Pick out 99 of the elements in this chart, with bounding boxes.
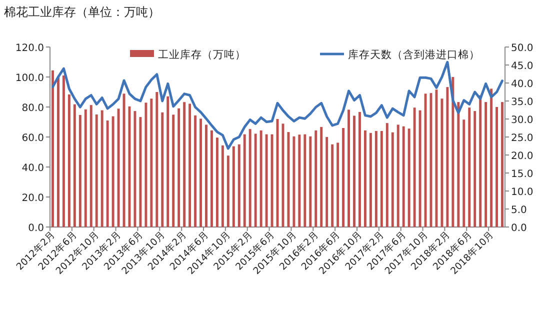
bar xyxy=(84,109,87,227)
y-tick-label: 0.0 xyxy=(28,223,44,234)
bar xyxy=(56,77,60,227)
bar xyxy=(73,104,76,227)
bar xyxy=(200,118,202,227)
y-tick-label: 60.0 xyxy=(22,133,44,144)
bar xyxy=(374,131,378,227)
bar xyxy=(304,134,306,227)
bar xyxy=(194,115,197,227)
bar xyxy=(226,156,230,227)
y2-tick-label: 10.0 xyxy=(511,187,534,198)
bar xyxy=(216,138,218,227)
bar xyxy=(501,102,504,227)
bar xyxy=(265,134,268,227)
bar xyxy=(298,134,301,227)
y2-tick-label: 15.0 xyxy=(511,169,534,180)
bar xyxy=(391,132,394,227)
bar xyxy=(117,108,120,227)
bar xyxy=(188,104,192,227)
y-tick-label: 80.0 xyxy=(22,103,44,114)
y2-tick-label: 35.0 xyxy=(511,97,534,108)
bar xyxy=(243,134,246,227)
y-tick-label: 100.0 xyxy=(15,73,44,84)
y2-tick-label: 45.0 xyxy=(511,61,534,72)
y2-tick-label: 20.0 xyxy=(511,151,534,162)
bar xyxy=(210,130,213,227)
y2-tick-label: 5.0 xyxy=(511,205,527,216)
bar xyxy=(342,128,345,227)
bar xyxy=(402,126,405,227)
bar xyxy=(320,126,323,227)
bar xyxy=(446,87,449,227)
y2-tick-label: 30.0 xyxy=(511,115,534,126)
bar xyxy=(331,144,334,227)
bar xyxy=(95,114,98,227)
legend-label: 库存天数（含到港进口棉） xyxy=(348,48,480,61)
bar xyxy=(396,124,400,227)
bar xyxy=(100,110,104,227)
bar xyxy=(353,116,356,227)
bar xyxy=(238,144,240,227)
bar xyxy=(68,94,70,227)
bar xyxy=(161,112,164,227)
bar xyxy=(248,129,252,227)
bar xyxy=(314,130,318,227)
bar xyxy=(178,108,180,227)
bar xyxy=(183,102,186,227)
bar xyxy=(139,117,142,227)
bar xyxy=(418,110,422,227)
bar xyxy=(408,128,410,227)
bar xyxy=(462,120,466,227)
bar xyxy=(260,130,262,227)
bar xyxy=(172,114,175,227)
y2-tick-label: 50.0 xyxy=(511,43,534,54)
bar xyxy=(413,108,416,227)
bar xyxy=(78,114,82,227)
y2-tick-label: 40.0 xyxy=(511,79,534,90)
bar xyxy=(270,134,274,227)
bar xyxy=(52,70,54,227)
bar xyxy=(205,124,208,227)
y2-tick-label: 25.0 xyxy=(511,133,534,144)
bar xyxy=(150,98,153,227)
bar xyxy=(468,108,471,227)
bar xyxy=(156,92,158,227)
bar xyxy=(336,142,340,227)
bar xyxy=(166,96,170,227)
bar xyxy=(292,136,296,227)
bar xyxy=(287,132,290,227)
bar xyxy=(484,102,488,227)
y-tick-label: 40.0 xyxy=(22,163,44,174)
bar xyxy=(457,102,460,227)
y-tick-label: 120.0 xyxy=(15,43,44,54)
bar xyxy=(309,136,312,227)
bar xyxy=(90,105,92,227)
bar xyxy=(380,131,383,227)
y-tick-label: 20.0 xyxy=(22,193,44,204)
bar xyxy=(479,95,482,227)
bar xyxy=(112,116,114,227)
y2-tick-label: 0.0 xyxy=(511,223,527,234)
bar xyxy=(435,90,438,227)
bar xyxy=(369,132,372,227)
chart-title: 棉花工业库存（单位：万吨） xyxy=(4,5,160,19)
bar xyxy=(134,111,136,227)
bar xyxy=(232,146,235,227)
bar xyxy=(452,77,454,227)
bar xyxy=(348,110,350,227)
bar xyxy=(221,145,224,227)
bar xyxy=(490,88,493,227)
bar xyxy=(364,130,366,227)
bar xyxy=(358,112,361,227)
bar xyxy=(282,124,284,227)
bar xyxy=(440,98,444,227)
bar xyxy=(144,102,148,227)
bar xyxy=(106,120,109,227)
bar xyxy=(474,111,476,227)
bar xyxy=(326,137,328,227)
bar xyxy=(386,123,388,227)
bar xyxy=(496,107,498,227)
bar xyxy=(62,76,65,227)
legend-label: 工业库存（万吨） xyxy=(158,48,246,61)
bar xyxy=(254,134,257,227)
